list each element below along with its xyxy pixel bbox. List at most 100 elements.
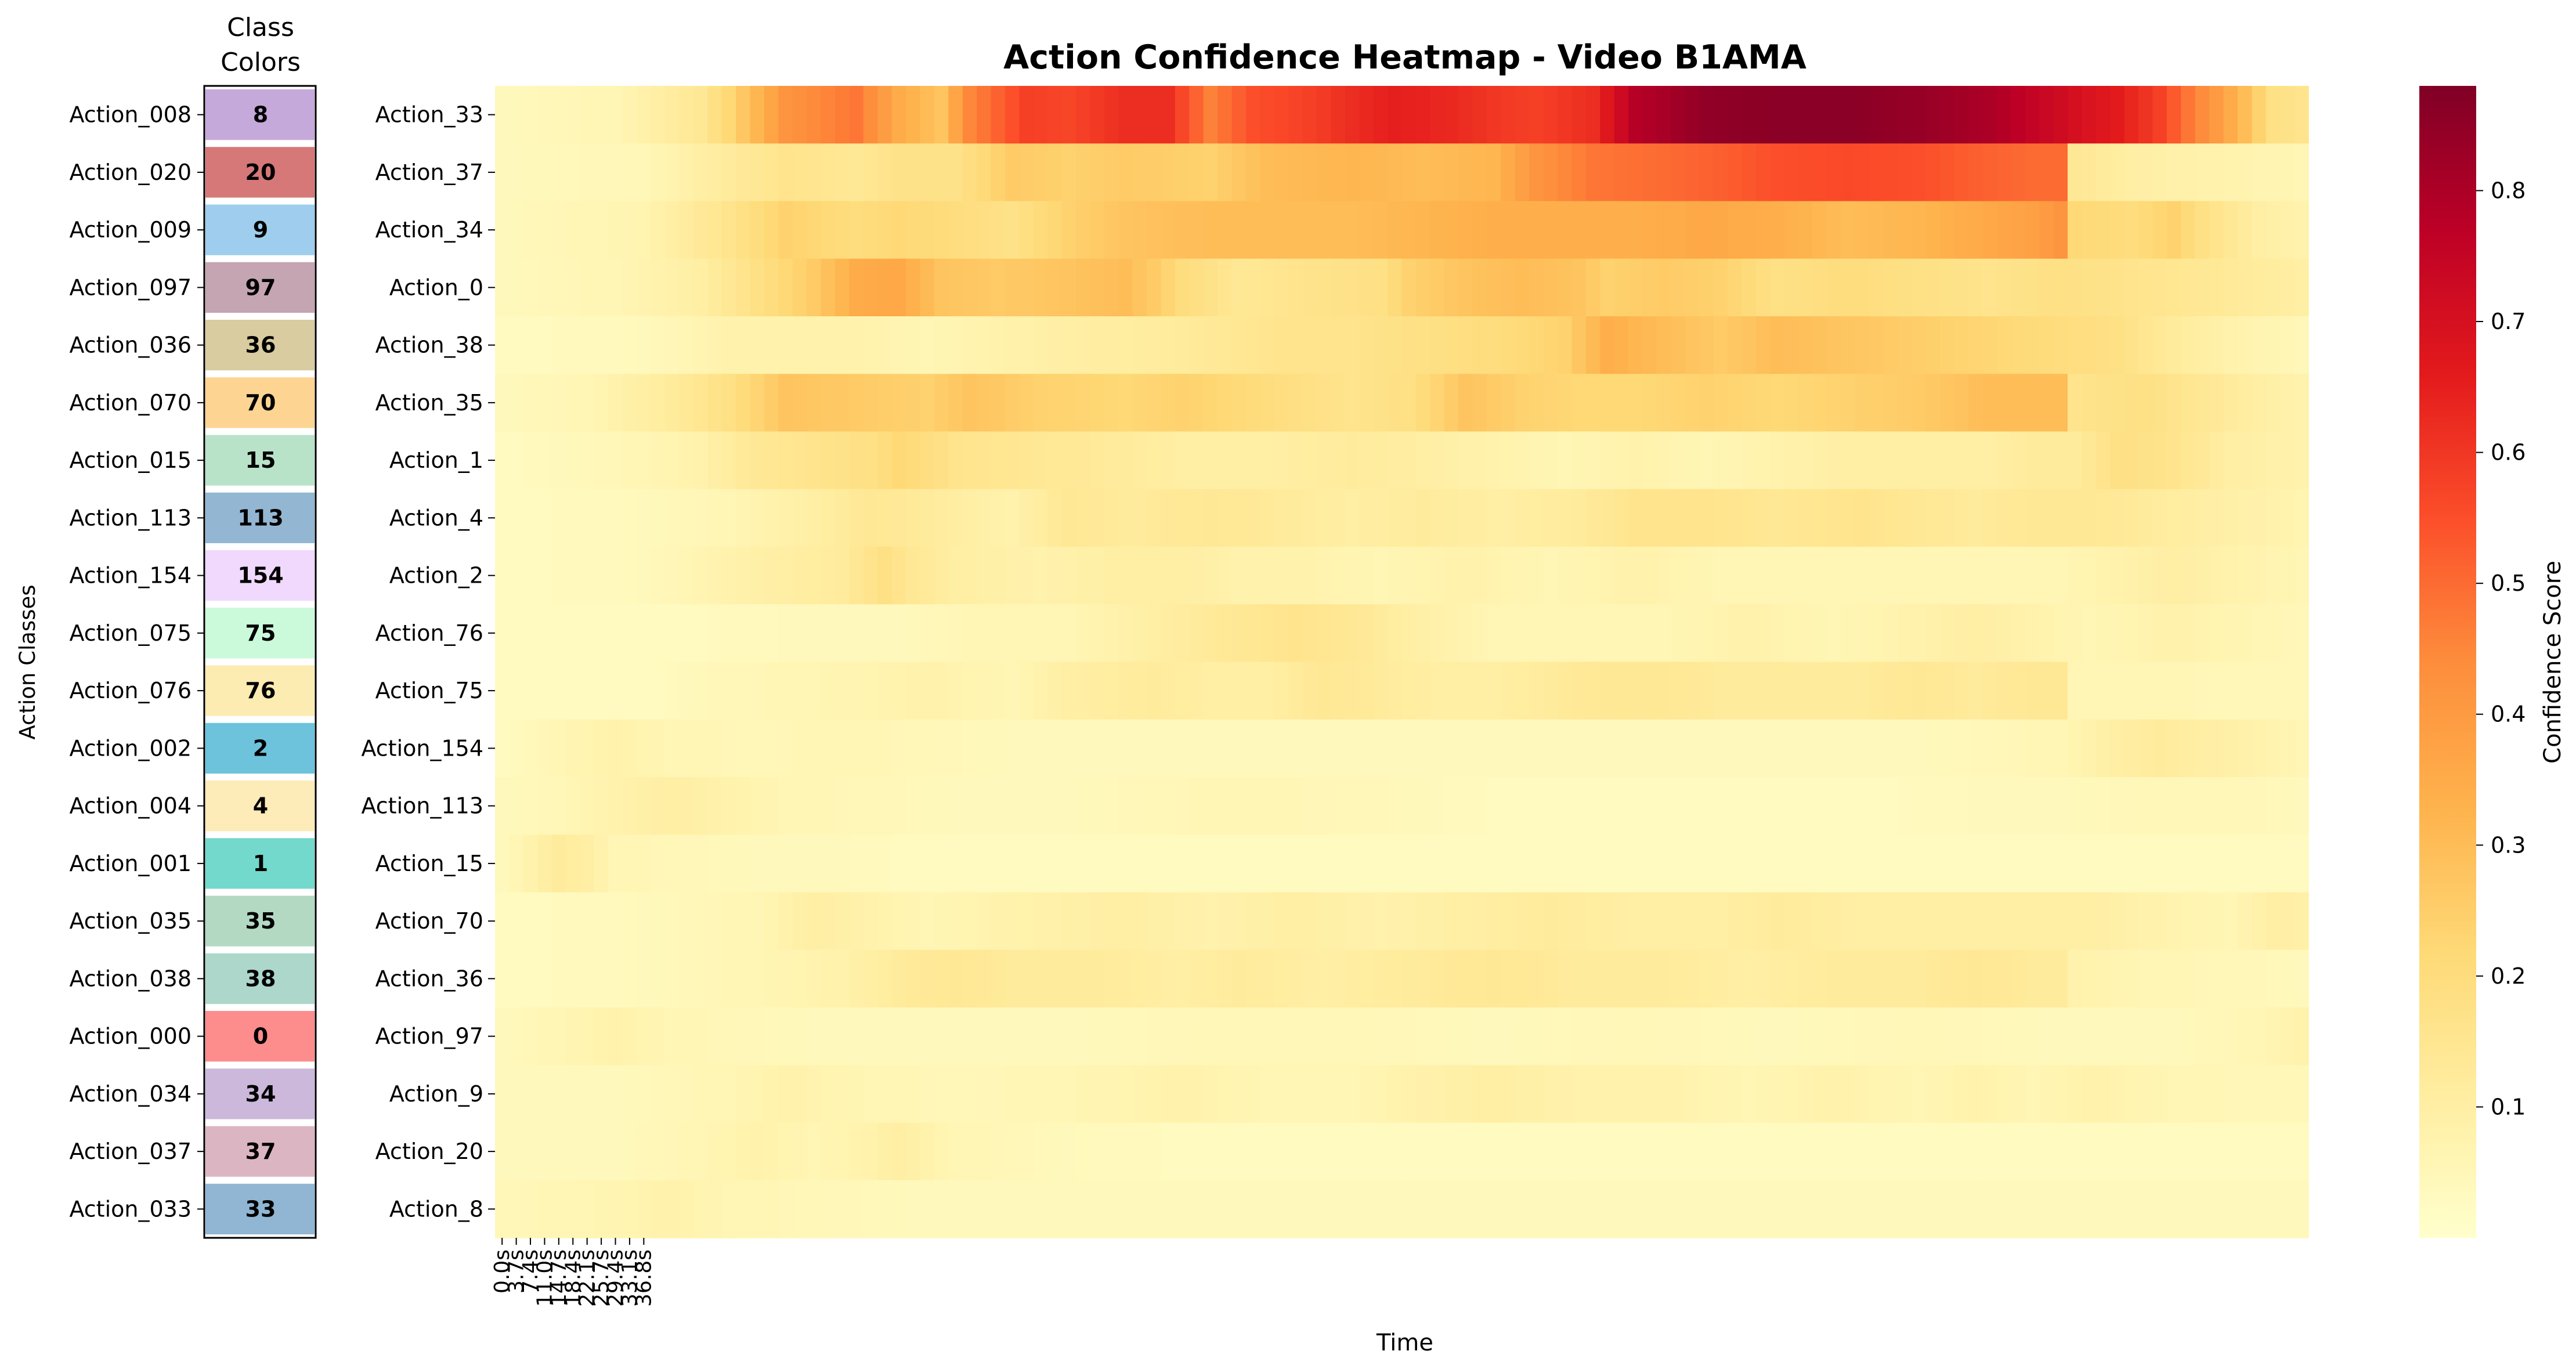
heatmap-cell (1388, 719, 1403, 778)
heatmap-cell (2237, 662, 2253, 720)
heatmap-cell (1685, 431, 1700, 490)
heatmap-cell (1161, 143, 1176, 202)
heatmap-cell (1245, 1122, 1261, 1181)
heatmap-cell (1912, 1180, 1927, 1238)
heatmap-cell (551, 892, 566, 951)
heatmap-cell (1656, 1007, 1672, 1066)
heatmap-cell (1685, 258, 1700, 317)
heatmap-cell (920, 143, 935, 202)
heatmap-cell (2053, 777, 2068, 836)
heatmap-cell (1061, 892, 1076, 951)
heatmap-cell (551, 662, 566, 720)
class-name-label: Action_036 (69, 333, 192, 358)
heatmap-cell (679, 374, 694, 432)
heatmap-cell (877, 316, 893, 375)
heatmap-cell (721, 316, 736, 375)
heatmap-cell (1784, 143, 1799, 202)
heatmap-cell (1458, 777, 1473, 836)
heatmap-cell (1302, 777, 1317, 836)
heatmap-cell (1147, 431, 1162, 490)
heatmap-cell (1104, 719, 1119, 778)
heatmap-cell (1472, 489, 1487, 547)
heatmap-cell (877, 835, 893, 893)
heatmap-cell (1019, 835, 1034, 893)
heatmap-cell (608, 431, 623, 490)
heatmap-cell (1628, 489, 1643, 547)
heatmap-cell (566, 374, 581, 432)
heatmap-cell (637, 143, 652, 202)
heatmap-cell (509, 1122, 524, 1181)
heatmap-cell (580, 86, 595, 145)
heatmap-cell (792, 258, 807, 317)
heatmap-row-Action_113 (495, 777, 2309, 836)
heatmap-cell (1132, 316, 1147, 375)
heatmap-cell (2082, 1122, 2097, 1181)
heatmap-cell (2209, 258, 2224, 317)
heatmap-cell (1388, 835, 1403, 893)
heatmap-cell (1501, 86, 1516, 145)
heatmap-cell (1317, 1065, 1332, 1124)
heatmap-cell (2067, 835, 2083, 893)
heatmap-cell (664, 431, 680, 490)
heatmap-cell (1104, 662, 1119, 720)
heatmap-cell (991, 1180, 1006, 1238)
heatmap-cell (1331, 374, 1346, 432)
heatmap-cell (977, 547, 992, 605)
heatmap-cell (1019, 316, 1034, 375)
heatmap-cell (1996, 86, 2012, 145)
heatmap-cell (1231, 604, 1247, 663)
heatmap-cell (1075, 431, 1091, 490)
heatmap-cell (580, 547, 595, 605)
class-id-label: 9 (253, 217, 268, 243)
heatmap-cell (1231, 1180, 1247, 1238)
heatmap-cell (2181, 258, 2196, 317)
heatmap-cell (2209, 892, 2224, 951)
heatmap-cell (1345, 143, 1360, 202)
heatmap-cell (1359, 86, 1374, 145)
heatmap-cell (1260, 604, 1275, 663)
heatmap-cell (1841, 835, 1856, 893)
heatmap-cell (948, 604, 963, 663)
heatmap-cell (991, 949, 1006, 1008)
heatmap-cell (1996, 316, 2012, 375)
heatmap-cell (651, 86, 666, 145)
heatmap-cell (1033, 1007, 1048, 1066)
heatmap-cell (1061, 719, 1076, 778)
heatmap-cell (834, 1007, 850, 1066)
heatmap-cell (1317, 892, 1332, 951)
heatmap-cell (1317, 1007, 1332, 1066)
heatmap-cell (2110, 374, 2125, 432)
heatmap-cell (566, 835, 581, 893)
heatmap-cell (509, 143, 524, 202)
heatmap-cell (1728, 1007, 1743, 1066)
heatmap-cell (2011, 1180, 2026, 1238)
heatmap-cell (1132, 1180, 1147, 1238)
heatmap-cell (1656, 374, 1672, 432)
heatmap-cell (679, 1065, 694, 1124)
heatmap-cell (594, 431, 609, 490)
heatmap-cell (1047, 1122, 1063, 1181)
heatmap-cell (1090, 719, 1105, 778)
heatmap-cell (1982, 719, 1997, 778)
heatmap-cell (1925, 662, 1941, 720)
heatmap-cell (1798, 1180, 1813, 1238)
heatmap-cell (1770, 143, 1785, 202)
heatmap-cell (863, 1065, 878, 1124)
heatmap-cell (934, 201, 949, 259)
heatmap-cell (2067, 316, 2083, 375)
heatmap-cell (1699, 143, 1714, 202)
heatmap-cell (778, 1065, 793, 1124)
row-label: Action_154 (361, 735, 483, 761)
heatmap-cell (1161, 201, 1176, 259)
heatmap-cell (2067, 86, 2083, 145)
heatmap-cell (821, 662, 836, 720)
heatmap-cell (2039, 719, 2054, 778)
heatmap-cell (608, 258, 623, 317)
heatmap-cell (1543, 143, 1558, 202)
heatmap-cell (594, 1180, 609, 1238)
heatmap-cell (1671, 835, 1686, 893)
heatmap-cell (1826, 719, 1842, 778)
heatmap-row-Action_37 (495, 143, 2309, 202)
heatmap-cell (1897, 258, 1913, 317)
heatmap-cell (1019, 1007, 1034, 1066)
